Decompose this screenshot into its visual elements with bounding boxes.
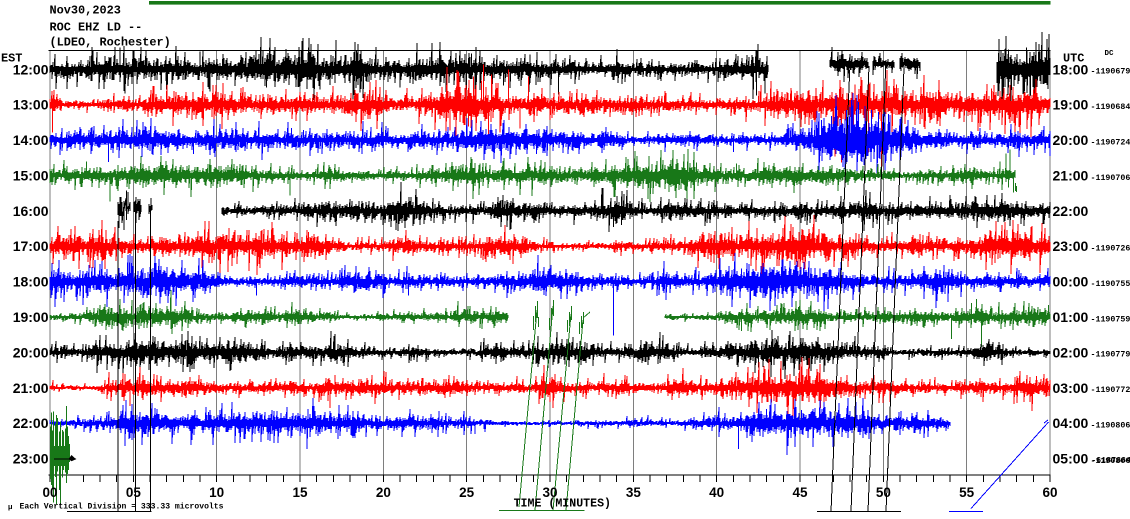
svg-text:17:00: 17:00 (13, 238, 49, 254)
svg-text:23:00: 23:00 (1053, 238, 1089, 254)
svg-text:EST: EST (1, 52, 22, 66)
svg-text:-1190759: -1190759 (1091, 315, 1130, 324)
svg-text:-1190806: -1190806 (1091, 457, 1130, 466)
svg-text:05: 05 (126, 485, 142, 500)
svg-text:20:00: 20:00 (13, 344, 49, 360)
svg-text:01:00: 01:00 (1053, 309, 1089, 325)
svg-text:-1190755: -1190755 (1091, 280, 1130, 289)
svg-text:03:00: 03:00 (1053, 380, 1089, 396)
svg-text:00:00: 00:00 (1053, 274, 1089, 290)
svg-text:30: 30 (542, 485, 557, 500)
svg-text:18:00: 18:00 (13, 274, 49, 290)
svg-text:14:00: 14:00 (13, 132, 49, 148)
svg-text:16:00: 16:00 (13, 203, 49, 219)
svg-text:18:00: 18:00 (1053, 61, 1089, 77)
svg-text:60: 60 (1042, 485, 1057, 500)
svg-text:(LDEO, Rochester): (LDEO, Rochester) (50, 36, 171, 50)
svg-text:-1190772: -1190772 (1091, 386, 1130, 395)
svg-text:ROC EHZ LD --: ROC EHZ LD -- (50, 20, 143, 34)
svg-text:20: 20 (376, 485, 391, 500)
svg-text:-1190684: -1190684 (1091, 103, 1130, 112)
svg-text:-1190726: -1190726 (1091, 245, 1130, 254)
svg-text:21:00: 21:00 (1053, 168, 1089, 184)
svg-text:35: 35 (626, 485, 642, 500)
svg-text:04:00: 04:00 (1053, 415, 1089, 431)
svg-text:-1190724: -1190724 (1091, 138, 1130, 147)
svg-text:45: 45 (792, 485, 808, 500)
svg-text:00: 00 (42, 485, 57, 500)
svg-text:22:00: 22:00 (13, 415, 49, 431)
svg-text:05:00: 05:00 (1053, 451, 1089, 467)
svg-text:-6187664: -6187664 (1091, 457, 1130, 466)
svg-text:21:00: 21:00 (13, 380, 49, 396)
svg-text:15: 15 (292, 485, 308, 500)
svg-text:-1190706: -1190706 (1091, 174, 1130, 183)
svg-text:02:00: 02:00 (1053, 344, 1089, 360)
svg-text:10: 10 (209, 485, 224, 500)
svg-text:23:00: 23:00 (13, 451, 49, 467)
svg-text:50: 50 (876, 485, 891, 500)
svg-text:-1190779: -1190779 (1091, 351, 1130, 360)
svg-text:15:00: 15:00 (13, 168, 49, 184)
svg-text:µ: µ (8, 504, 13, 512)
svg-text:Nov30,2023: Nov30,2023 (50, 4, 121, 18)
svg-text:25: 25 (459, 485, 475, 500)
svg-text:55: 55 (959, 485, 975, 500)
svg-text:-1190679: -1190679 (1091, 68, 1130, 77)
svg-text:DC: DC (1105, 50, 1115, 58)
svg-text:19:00: 19:00 (1053, 97, 1089, 113)
svg-text:TIME (MINUTES): TIME (MINUTES) (514, 498, 611, 511)
svg-text:12:00: 12:00 (13, 61, 49, 77)
svg-text:20:00: 20:00 (1053, 132, 1089, 148)
svg-text:-1190806: -1190806 (1091, 422, 1130, 431)
svg-text:UTC: UTC (1063, 52, 1084, 66)
svg-text:40: 40 (709, 485, 724, 500)
svg-text:13:00: 13:00 (13, 97, 49, 113)
svg-text:Each Vertical Division = 333.: Each Vertical Division = 333.33 microvol… (20, 503, 224, 512)
svg-text:19:00: 19:00 (13, 309, 49, 325)
svg-text:22:00: 22:00 (1053, 203, 1089, 219)
